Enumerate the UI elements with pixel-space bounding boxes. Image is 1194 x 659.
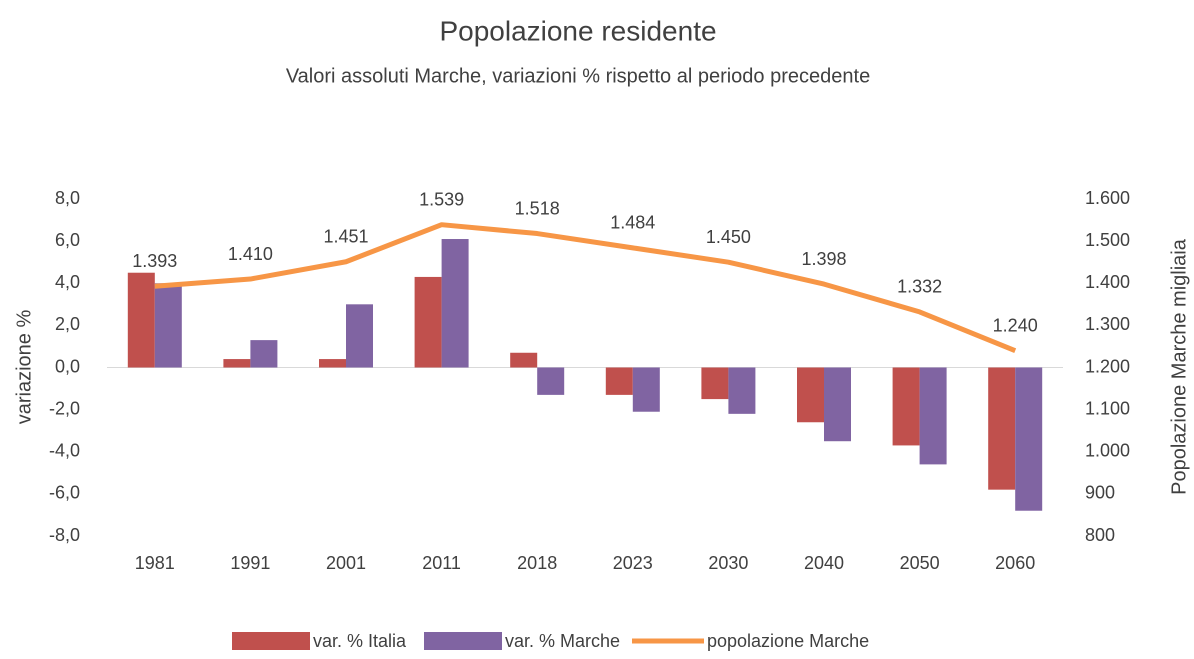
legend-label: var. % Marche xyxy=(505,631,620,651)
y2-tick-label: 1.200 xyxy=(1085,356,1130,376)
y2-tick-label: 900 xyxy=(1085,483,1115,503)
y2-tick-label: 1.000 xyxy=(1085,441,1130,461)
bar xyxy=(1015,367,1043,511)
chart-title: Popolazione residente xyxy=(439,15,716,46)
bar xyxy=(414,276,442,368)
bar xyxy=(728,367,756,414)
y-axis-title: variazione % xyxy=(13,310,35,425)
y-tick-label: -2,0 xyxy=(49,398,80,418)
data-label: 1.539 xyxy=(419,189,464,209)
line xyxy=(154,222,1017,353)
data-label: 1.398 xyxy=(801,249,846,269)
legend-label: var. % Italia xyxy=(313,631,407,651)
bar xyxy=(127,272,155,368)
bar xyxy=(223,359,251,368)
y2-tick-label: 1.500 xyxy=(1085,230,1130,250)
y-tick-label: -4,0 xyxy=(49,441,80,461)
bar xyxy=(510,352,538,368)
y-tick-label: -6,0 xyxy=(49,483,80,503)
bar xyxy=(988,367,1016,490)
x-tick-label: 2030 xyxy=(708,553,748,573)
y-tick-label: 4,0 xyxy=(55,272,80,292)
data-label: 1.332 xyxy=(897,277,942,297)
bar xyxy=(346,304,373,368)
x-tick-label: 2040 xyxy=(804,553,844,573)
y-tick-label: 0,0 xyxy=(55,356,80,376)
bar xyxy=(919,367,947,465)
legend-swatch xyxy=(424,632,502,650)
bar xyxy=(824,367,851,442)
x-tick-label: 2011 xyxy=(422,553,461,573)
y-tick-label: 2,0 xyxy=(55,314,80,334)
data-label: 1.410 xyxy=(228,244,273,264)
data-label: 1.451 xyxy=(323,227,368,247)
x-tick-label: 1991 xyxy=(230,553,270,573)
chart-subtitle: Valori assoluti Marche, variazioni % ris… xyxy=(286,65,870,87)
bar xyxy=(537,367,565,395)
bar xyxy=(701,367,729,400)
bar xyxy=(892,367,920,446)
y2-tick-label: 1.400 xyxy=(1085,272,1130,292)
x-tick-label: 2023 xyxy=(613,553,653,573)
y2-tick-label: 1.600 xyxy=(1085,188,1130,208)
x-tick-label: 1981 xyxy=(135,553,175,573)
bar xyxy=(797,367,824,423)
y-tick-label: 8,0 xyxy=(55,188,80,208)
y2-tick-label: 800 xyxy=(1085,525,1115,545)
bar xyxy=(250,340,278,368)
data-label: 1.484 xyxy=(610,213,655,233)
data-label: 1.393 xyxy=(132,251,177,271)
bar xyxy=(632,367,660,412)
y2-axis-title: Popolazione Marche migliaia xyxy=(1168,238,1190,495)
data-label: 1.518 xyxy=(515,198,560,218)
data-label: 1.240 xyxy=(993,315,1038,335)
x-tick-label: 2018 xyxy=(517,553,557,573)
y2-tick-label: 1.300 xyxy=(1085,314,1130,334)
data-label: 1.450 xyxy=(706,227,751,247)
bar xyxy=(319,359,346,368)
y2-tick-label: 1.100 xyxy=(1085,398,1130,418)
legend-label: popolazione Marche xyxy=(707,631,869,651)
bar xyxy=(441,239,469,368)
bar xyxy=(605,367,633,395)
y-tick-label: -8,0 xyxy=(49,525,80,545)
bar xyxy=(154,283,182,368)
x-tick-label: 2001 xyxy=(326,553,366,573)
y-tick-label: 6,0 xyxy=(55,230,80,250)
x-tick-label: 2050 xyxy=(900,553,940,573)
legend-swatch xyxy=(232,632,310,650)
x-tick-label: 2060 xyxy=(995,553,1035,573)
